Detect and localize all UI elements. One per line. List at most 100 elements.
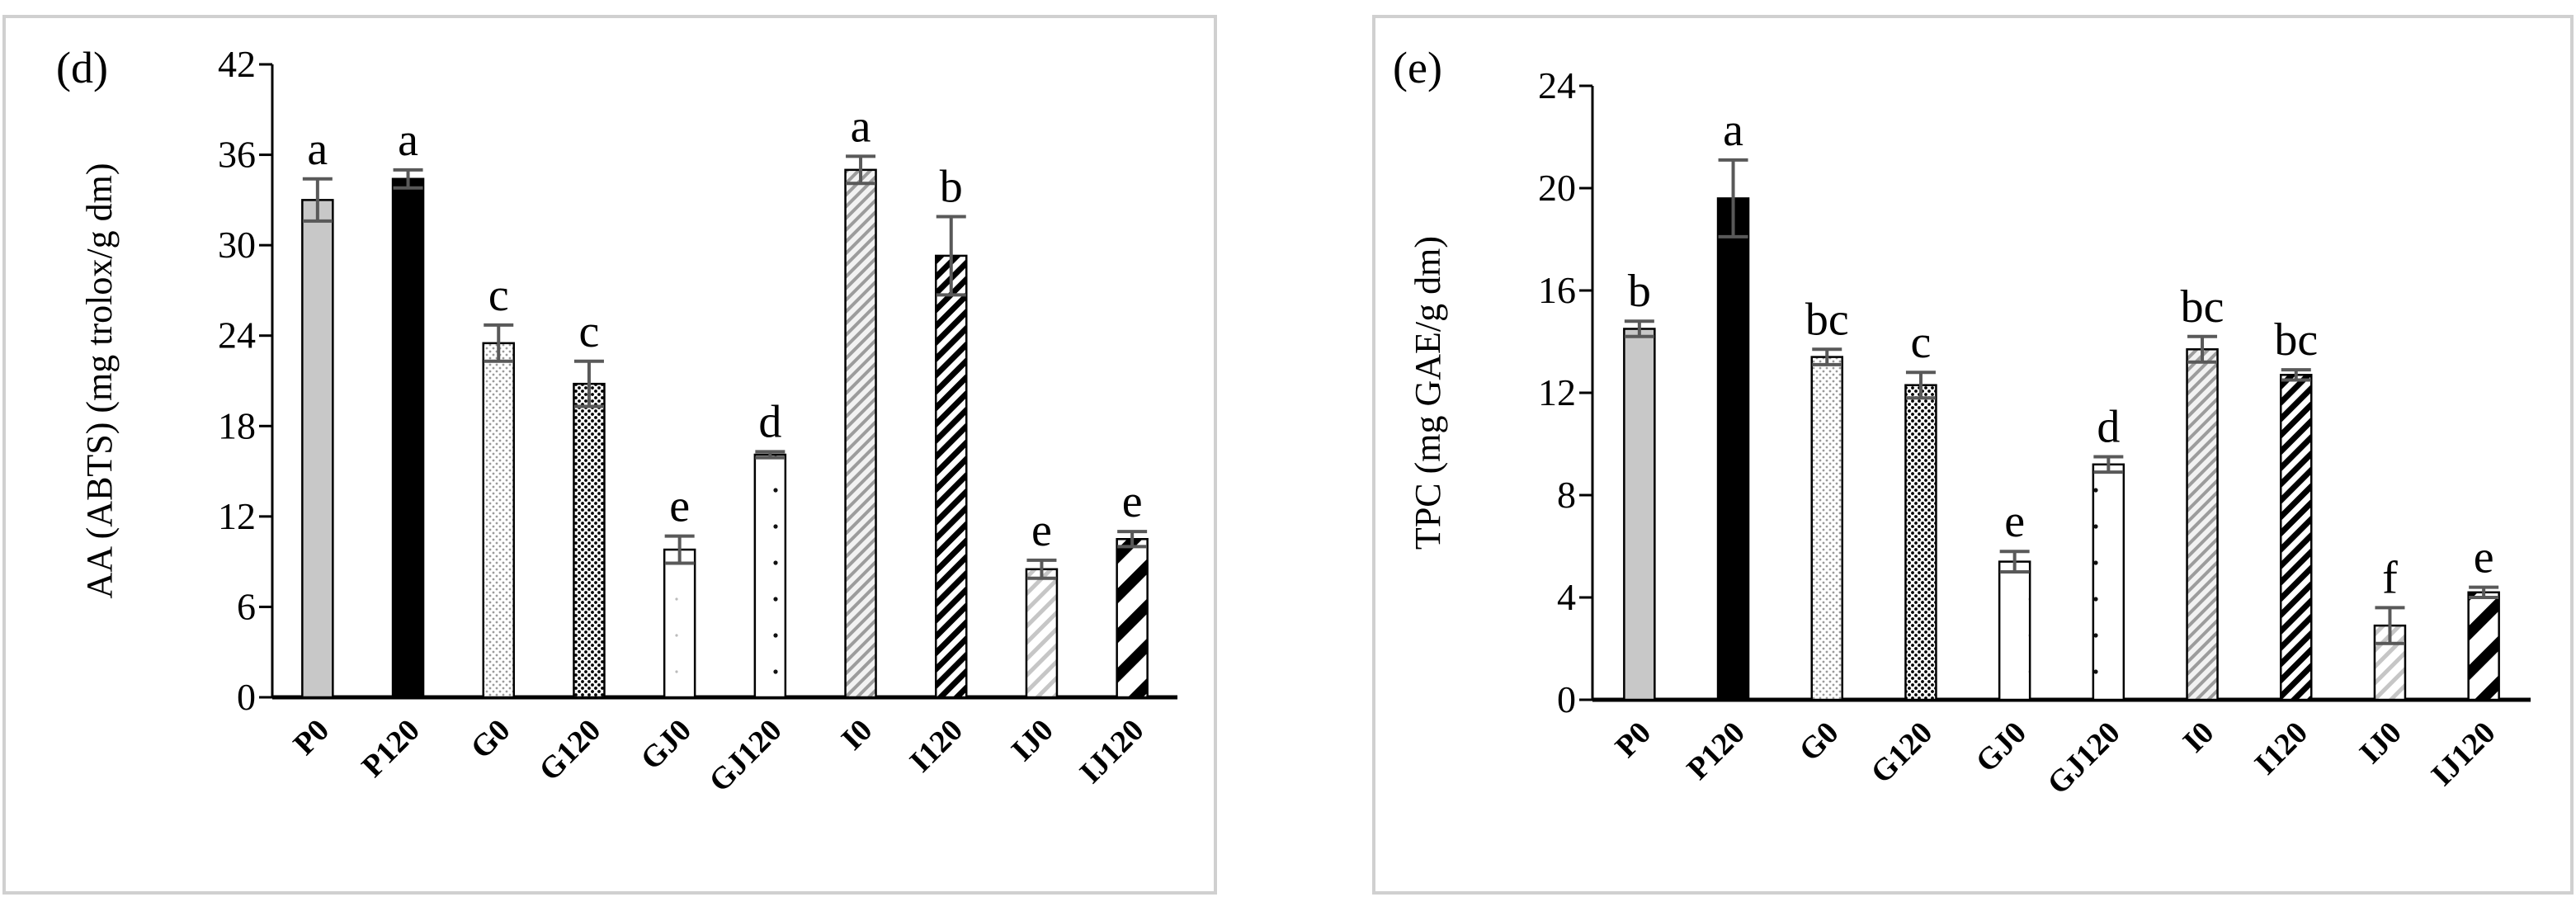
x-tick-label: GJ0 (1970, 715, 2033, 779)
error-bar-G0 (1812, 347, 1842, 366)
bar-IJ120 (2467, 591, 2500, 701)
significance-letter-I120: bc (2274, 314, 2318, 366)
error-bar-GJ120 (2093, 455, 2124, 474)
error-bar-I120 (2281, 368, 2311, 382)
y-tick-label: 0 (237, 676, 256, 718)
y-axis-label: AA (ABTS) (mg trolox/g dm) (79, 163, 120, 599)
y-tick-label: 24 (218, 314, 256, 356)
x-tick-label: G120 (1864, 715, 1939, 791)
significance-letter-GJ0: e (669, 481, 690, 532)
error-bar-IJ120 (2469, 585, 2499, 599)
bar-G0 (482, 342, 515, 699)
y-tick-label: 36 (218, 134, 256, 176)
error-bar-I0 (846, 154, 876, 186)
error-bar-P120 (393, 168, 423, 190)
significance-letter-I0: bc (2181, 281, 2225, 333)
y-tick-label: 6 (237, 585, 256, 627)
error-bar-IJ0 (2375, 606, 2405, 645)
y-tick-label: 42 (218, 43, 256, 85)
error-bar-GJ120 (755, 450, 786, 460)
x-tick-label: I120 (903, 713, 970, 779)
significance-letter-I0: a (851, 101, 871, 152)
significance-letter-P0: a (307, 124, 328, 175)
x-tick-label: I0 (835, 713, 880, 758)
bar-I120 (935, 254, 968, 699)
significance-letter-IJ0: f (2382, 552, 2398, 603)
x-tick-label: IJ0 (2353, 715, 2409, 771)
significance-letter-IJ120: e (2474, 532, 2494, 583)
significance-letter-G0: c (488, 270, 509, 321)
significance-letter-IJ120: e (1122, 476, 1143, 527)
significance-letter-P120: a (398, 115, 418, 166)
y-tick-label: 0 (1557, 678, 1576, 720)
x-tick-label: I120 (2248, 715, 2314, 781)
bar-G0 (1810, 356, 1843, 701)
bar-GJ120 (753, 453, 787, 699)
x-tick-label: P120 (355, 713, 426, 784)
x-tick-label: GJ120 (702, 713, 788, 799)
significance-letter-GJ120: d (758, 396, 781, 447)
panel-label: (e) (1393, 43, 1442, 92)
y-tick-label: 12 (218, 495, 256, 537)
significance-letter-G120: c (1911, 317, 1932, 368)
error-bar-I0 (2187, 334, 2218, 364)
error-bar-IJ120 (1117, 530, 1148, 549)
x-tick-label: P0 (287, 713, 337, 762)
x-tick-label: P0 (1609, 715, 1658, 765)
y-tick-label: 8 (1557, 474, 1576, 516)
error-bar-GJ0 (664, 534, 695, 565)
chart-panel-e: (e) TPC (mg GAE/g dm) 0 4 8 12 16 20 24 b P0 a P120 b… (1393, 43, 2531, 801)
bar-P120 (1716, 197, 1750, 701)
bar-GJ0 (663, 548, 696, 699)
x-tick-label: P120 (1680, 715, 1751, 786)
x-tick-label: IJ120 (1073, 713, 1151, 791)
y-axis-label: TPC (mg GAE/g dm) (1408, 236, 1448, 550)
significance-letter-G0: bc (1805, 294, 1849, 345)
y-tick-label: 30 (218, 224, 256, 266)
bar-P0 (1623, 328, 1656, 701)
significance-letter-GJ0: e (2004, 496, 2025, 547)
y-tick-label: 16 (1538, 269, 1576, 311)
error-bar-G120 (573, 359, 604, 408)
bar-P120 (391, 177, 425, 699)
bar-GJ0 (1998, 560, 2031, 701)
error-bar-I120 (936, 215, 966, 297)
x-tick-label: G0 (465, 713, 517, 766)
error-bar-GJ0 (1999, 550, 2030, 574)
error-bar-IJ0 (1026, 558, 1057, 580)
error-bar-G120 (1905, 371, 1936, 400)
significance-letter-I120: b (940, 161, 963, 212)
bar-IJ0 (1025, 568, 1059, 699)
bar-I0 (2186, 348, 2219, 701)
chart-panel-d: (d) AA (ABTS) (mg trolox/g dm) 0 6 12 18 24 30 3… (56, 43, 1177, 799)
significance-letter-GJ120: d (2097, 402, 2120, 453)
bar-I0 (844, 168, 877, 699)
panel-e-frame (1372, 15, 2574, 895)
panel-label: (d) (56, 43, 108, 92)
significance-letter-P0: b (1628, 266, 1651, 317)
significance-letter-G120: c (579, 306, 600, 357)
x-tick-label: IJ120 (2425, 715, 2503, 793)
error-bar-P0 (1624, 319, 1654, 338)
x-tick-label: GJ0 (635, 713, 698, 777)
significance-letter-P120: a (1723, 105, 1743, 156)
panel-d-frame (2, 15, 1217, 895)
x-tick-label: IJ0 (1005, 713, 1060, 768)
y-tick-label: 12 (1538, 371, 1576, 413)
y-tick-label: 24 (1538, 64, 1576, 106)
y-tick-label: 20 (1538, 167, 1576, 209)
error-bar-P0 (302, 177, 333, 223)
y-tick-label: 4 (1557, 576, 1576, 618)
significance-letter-IJ0: e (1031, 505, 1052, 556)
bar-G120 (1904, 384, 1937, 701)
bar-G120 (573, 382, 606, 699)
error-bar-G0 (484, 323, 514, 363)
x-tick-label: G120 (532, 713, 607, 788)
bar-I120 (2280, 374, 2313, 701)
x-tick-label: G0 (1793, 715, 1846, 768)
bar-GJ120 (2092, 463, 2125, 701)
x-tick-label: GJ120 (2041, 715, 2126, 801)
y-tick-label: 18 (218, 404, 256, 446)
error-bar-P120 (1718, 158, 1748, 238)
